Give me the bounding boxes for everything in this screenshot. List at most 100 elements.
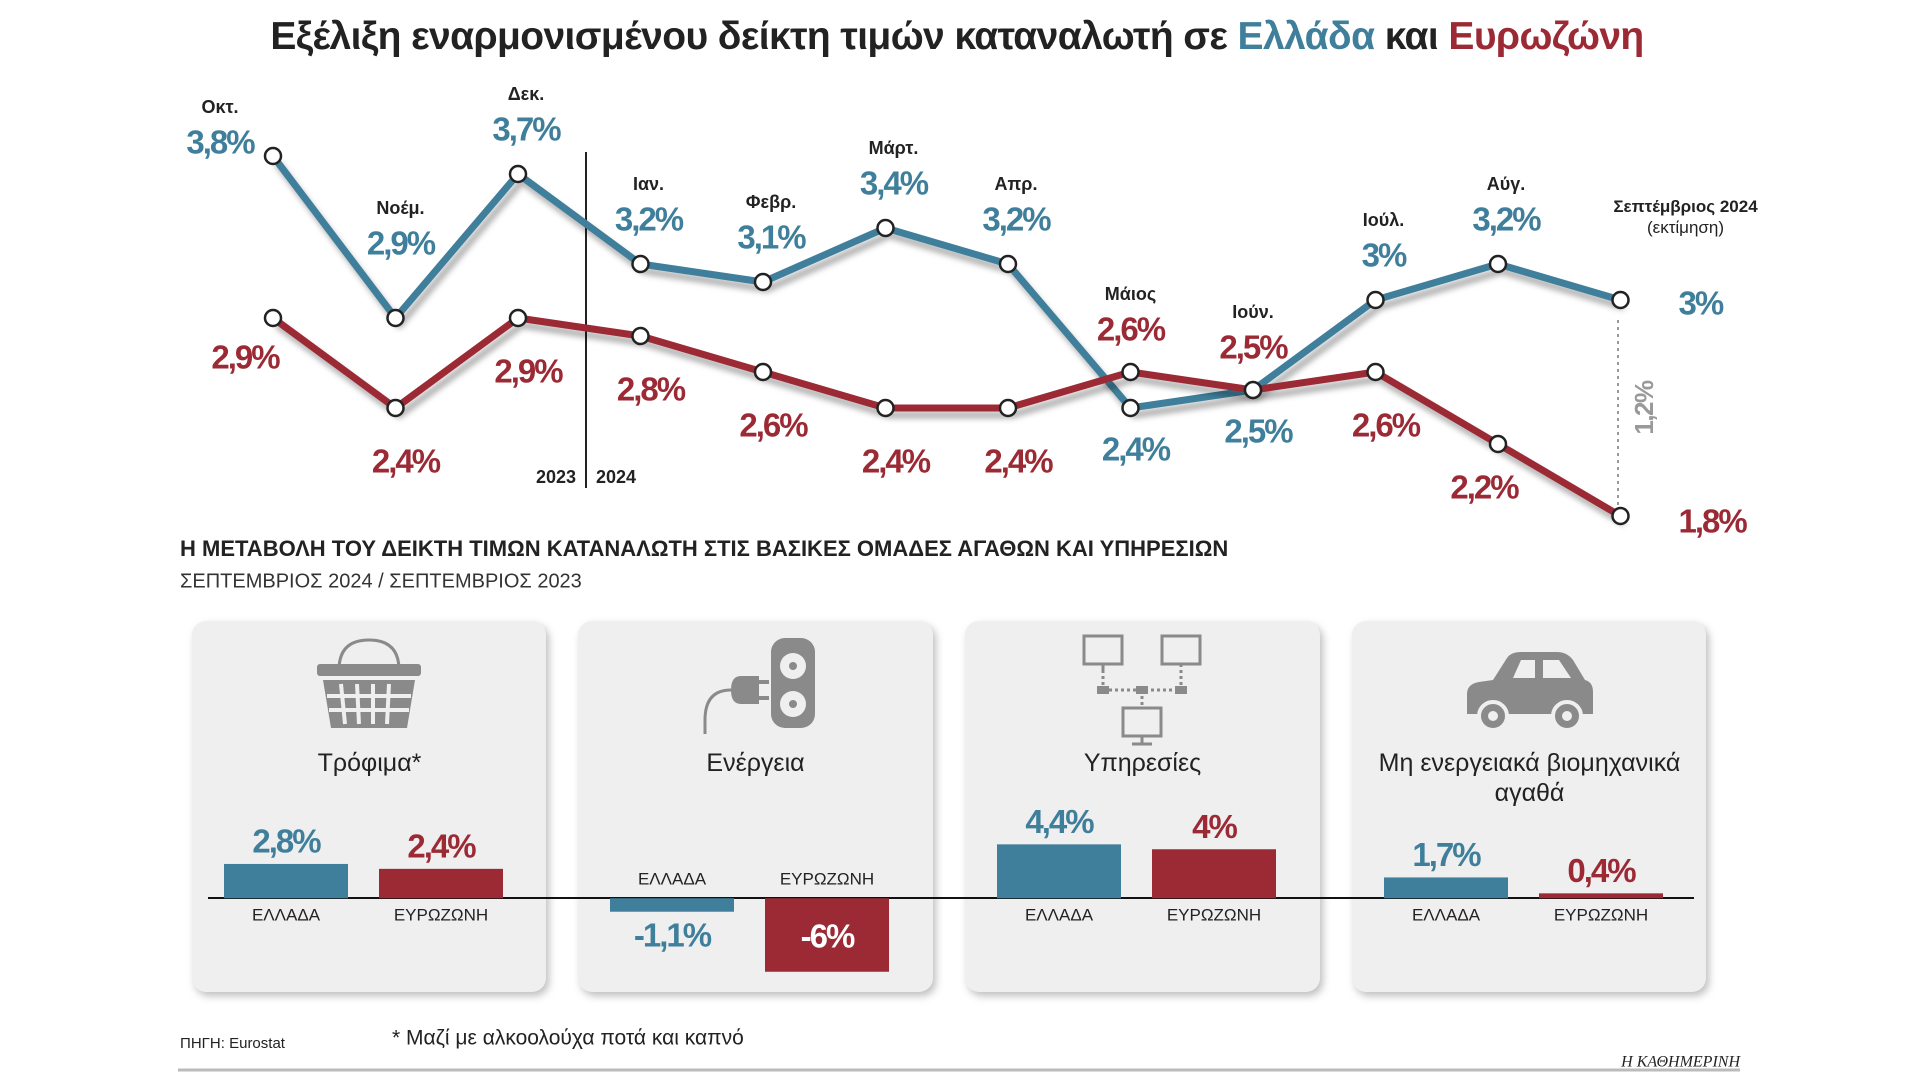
value-label: 2,6% (1352, 407, 1421, 444)
category-label: Οκτ. (201, 97, 238, 117)
value-label: 3,7% (492, 111, 561, 148)
car-icon (1467, 652, 1593, 732)
value-label: 2,8% (617, 371, 686, 408)
value-label: 3,2% (1472, 201, 1541, 238)
bar-category: Μη ενεργειακά βιομηχανικά αγαθά (1378, 749, 1681, 807)
bar-series-label: ΕΥΡΩΖΩΝΗ (780, 870, 874, 889)
category-label: Μάιος (1105, 284, 1156, 304)
value-label: 3,4% (860, 165, 929, 202)
title-eurozone: Ευρωζώνη (1448, 15, 1643, 58)
value-label: 2,2% (1450, 469, 1519, 506)
network-icon (1082, 634, 1202, 746)
point (508, 308, 528, 328)
bar-series-label: ΕΥΡΩΖΩΝΗ (1167, 906, 1261, 925)
bar-section-subtitle: ΣΕΠΤΕΜΒΡΙΟΣ 2024 / ΣΕΠΤΕΜΒΡΙΟΣ 2023 (180, 570, 582, 592)
value-label: 2,4% (1102, 431, 1171, 468)
bar-series-label: ΕΛΛΑΔΑ (1412, 906, 1481, 925)
bar (379, 868, 503, 899)
point (386, 308, 405, 328)
point (998, 398, 1018, 418)
basket-icon (317, 638, 421, 728)
bar-value-label: 2,4% (407, 828, 476, 865)
bar-section-title: Η ΜΕΤΑΒΟΛΗ ΤΟΥ ΔΕΙΚΤΗ ΤΙΜΩΝ ΚΑΤΑΝΑΛΩΤΗ Σ… (180, 536, 1228, 561)
value-label: 3,2% (615, 201, 684, 238)
year-label: 2024 (596, 467, 636, 487)
plug-icon (703, 638, 815, 734)
category-label: Ιούν. (1232, 302, 1273, 322)
title-greece: Ελλάδα (1238, 15, 1376, 58)
panel (192, 621, 546, 992)
bar-series-label: ΕΥΡΩΖΩΝΗ (394, 906, 488, 925)
value-label: 2,5% (1219, 329, 1288, 366)
bar-category: Ενέργεια (706, 749, 805, 777)
category-label: Φεβρ. (746, 192, 796, 212)
point (876, 218, 895, 238)
point (631, 326, 650, 346)
point (1121, 398, 1140, 418)
panel (965, 621, 1320, 992)
bar-value-label: -6% (801, 918, 855, 955)
bar-category: Τρόφιμα* (317, 749, 422, 777)
category-label: Απρ. (995, 174, 1038, 194)
point (263, 308, 283, 328)
category-label: Σεπτέμβριος 2024 (εκτίμηση) (1611, 196, 1761, 238)
category-label: Δεκ. (508, 84, 545, 104)
value-label: 3% (1679, 285, 1724, 322)
point (631, 254, 650, 274)
panel (1352, 621, 1706, 992)
point (1243, 380, 1263, 400)
point (1366, 290, 1385, 310)
bar-category-box: Μη ενεργειακά βιομηχανικά αγαθά (1378, 749, 1681, 807)
point (753, 362, 773, 382)
bar-category-box: Υπηρεσίες (1084, 749, 1201, 777)
bar (1539, 893, 1663, 899)
value-label: 2,6% (739, 407, 808, 444)
year-label: 2023 (536, 467, 576, 487)
value-label: 2,9% (494, 353, 563, 390)
bar-value-label: -1,1% (634, 916, 712, 953)
point (1121, 362, 1140, 382)
value-label: 1,8% (1679, 503, 1748, 540)
bar-series-label: ΕΛΛΑΔΑ (1025, 906, 1094, 925)
bar-value-label: 1,7% (1412, 836, 1481, 873)
value-label: 2,4% (372, 443, 441, 480)
category-label-box: Σεπτέμβριος 2024(εκτίμηση) (1611, 196, 1761, 238)
value-label: 2,5% (1224, 413, 1293, 450)
bar (997, 844, 1121, 899)
bar-series-label: ΕΛΛΑΔΑ (252, 906, 321, 925)
point (1611, 290, 1630, 310)
value-label: 3% (1362, 237, 1407, 274)
source: ΠΗΓΗ: Eurostat (180, 1035, 286, 1052)
brand: Η ΚΑΘΗΜΕΡΙΝΗ (1620, 1054, 1741, 1071)
bar-value-label: 0,4% (1567, 852, 1636, 889)
point (876, 398, 895, 418)
line-0 (270, 153, 1622, 412)
value-label: 3,2% (982, 201, 1051, 238)
footnote: * Μαζί με αλκοολούχα ποτά και καπνό (392, 1027, 744, 1050)
value-label: 2,6% (1097, 311, 1166, 348)
category-label: Ιούλ. (1363, 210, 1404, 230)
bar-value-label: 4,4% (1025, 803, 1094, 840)
point (753, 272, 773, 292)
bar-value-label: 4% (1192, 808, 1237, 845)
bar-series-label: ΕΛΛΑΔΑ (638, 870, 707, 889)
bar-value-label: 2,8% (252, 823, 321, 860)
value-label: 2,4% (862, 443, 931, 480)
point (1488, 254, 1508, 274)
title-joiner: και (1385, 15, 1438, 58)
bar (1152, 849, 1276, 899)
category-note: (εκτίμηση) (1646, 218, 1725, 237)
value-label: 2,9% (211, 339, 280, 376)
point (508, 164, 528, 184)
gap-label: 1,2% (1629, 380, 1659, 435)
category-label: Μάρτ. (869, 138, 919, 158)
bar (765, 898, 889, 972)
chart-title: Εξέλιξη εναρμονισμένου δείκτη τιμών κατα… (270, 15, 1643, 58)
point (1611, 506, 1630, 526)
bar-series-label: ΕΥΡΩΖΩΝΗ (1554, 906, 1648, 925)
category-label: Ιαν. (633, 174, 664, 194)
bar (224, 863, 348, 899)
value-label: 2,4% (984, 443, 1053, 480)
